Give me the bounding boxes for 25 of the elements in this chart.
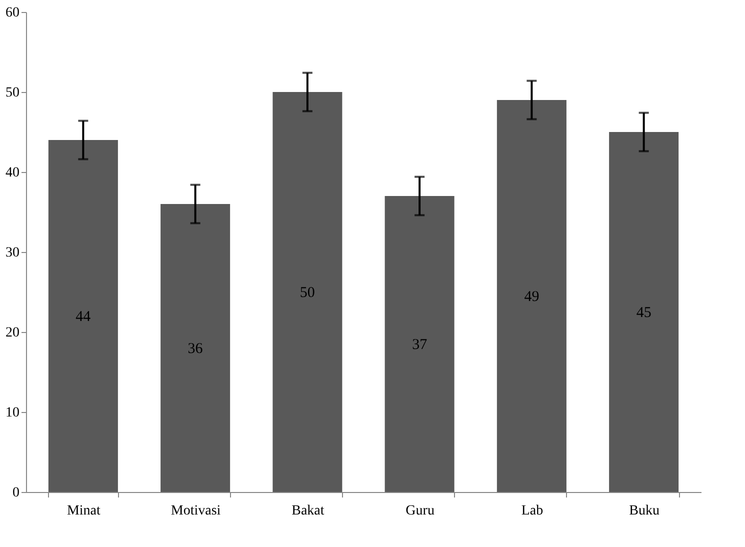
y-tick-label: 60 — [6, 6, 20, 20]
bar — [384, 196, 454, 492]
data-label: 36 — [188, 341, 204, 357]
bar — [496, 100, 566, 492]
x-tick-label: Minat — [66, 504, 101, 518]
x-tick-label: Motivasi — [170, 504, 221, 518]
x-tick-label: Guru — [406, 504, 434, 518]
bar — [160, 204, 230, 492]
y-tick-label: 30 — [6, 246, 20, 260]
x-tick-label: Buku — [629, 504, 660, 518]
y-tick-label: 10 — [6, 406, 20, 420]
data-label: 45 — [636, 305, 652, 321]
x-tick-label: Lab — [521, 504, 544, 518]
y-tick-label: 0 — [12, 486, 20, 500]
bar — [609, 132, 679, 492]
data-label: 44 — [76, 309, 92, 325]
x-tick-label: Bakat — [292, 504, 324, 518]
data-label: 37 — [412, 337, 428, 353]
data-label: 49 — [524, 289, 540, 305]
y-tick-label: 50 — [6, 86, 20, 100]
y-tick-label: 20 — [6, 326, 20, 340]
y-tick-label: 40 — [6, 166, 20, 180]
data-label: 50 — [300, 285, 315, 301]
bar — [48, 140, 118, 492]
bar — [272, 92, 342, 492]
